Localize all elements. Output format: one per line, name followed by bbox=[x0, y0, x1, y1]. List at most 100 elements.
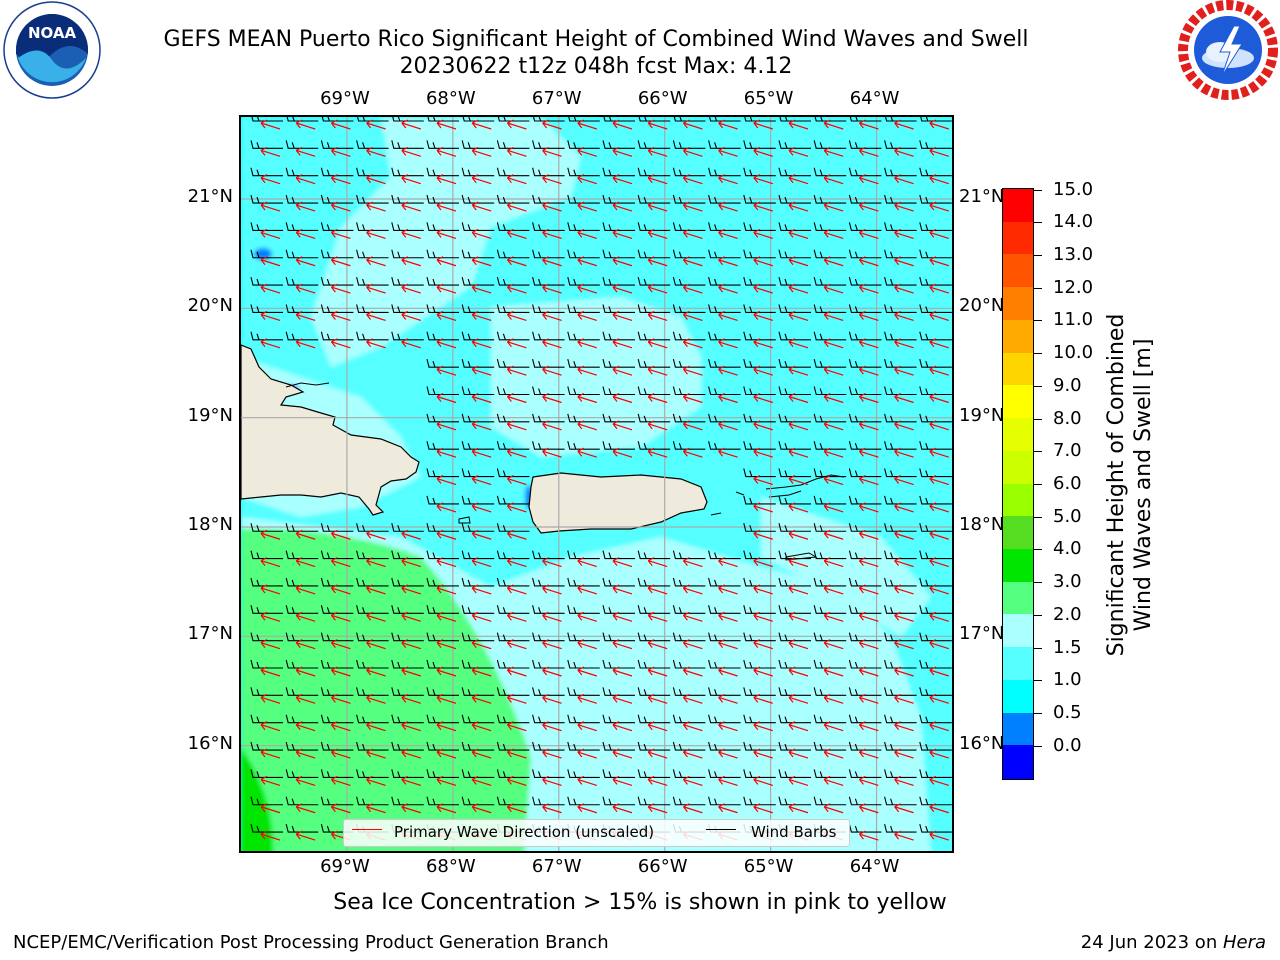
wave-direction-arrow bbox=[295, 310, 316, 322]
wave-direction-arrow bbox=[506, 775, 527, 786]
wind-barb bbox=[285, 140, 319, 149]
wave-direction-arrow bbox=[295, 174, 316, 185]
wind-barb bbox=[778, 167, 811, 177]
wind-barb bbox=[461, 276, 495, 286]
wave-direction-arrow bbox=[647, 256, 668, 267]
wind-barb bbox=[813, 577, 847, 587]
wave-direction-arrow bbox=[858, 201, 879, 212]
wave-direction-arrow bbox=[471, 775, 492, 786]
wave-direction-arrow bbox=[788, 502, 809, 513]
colorbar-tick-mark bbox=[1034, 222, 1042, 224]
colorbar-segment bbox=[1003, 483, 1033, 517]
wind-barb bbox=[848, 222, 882, 231]
wind-barb bbox=[708, 222, 741, 231]
wave-direction-arrow bbox=[506, 557, 527, 568]
wave-direction-arrow bbox=[295, 775, 316, 786]
wind-barb bbox=[637, 441, 671, 450]
wave-direction-arrow bbox=[436, 201, 457, 212]
lat-tick-right: 20°N bbox=[959, 295, 1005, 317]
wave-direction-arrow bbox=[260, 666, 281, 677]
wind-barb bbox=[356, 550, 389, 560]
wind-barb bbox=[778, 687, 811, 696]
wave-direction-arrow bbox=[858, 584, 879, 595]
wind-barb bbox=[320, 741, 354, 751]
wind-barb bbox=[743, 550, 776, 560]
wave-direction-arrow bbox=[788, 611, 809, 622]
wave-direction-arrow bbox=[471, 283, 492, 294]
wind-barb bbox=[637, 577, 671, 587]
wave-direction-arrow bbox=[894, 119, 914, 130]
wave-direction-arrow bbox=[366, 584, 386, 595]
wave-direction-arrow bbox=[894, 475, 914, 486]
wind-barb bbox=[884, 769, 917, 778]
wind-barb bbox=[532, 249, 565, 259]
wave-direction-arrow bbox=[753, 447, 773, 458]
wind-barb bbox=[743, 276, 776, 286]
wave-direction-arrow bbox=[260, 584, 281, 595]
colorbar-tick-mark bbox=[1034, 418, 1042, 420]
wave-direction-arrow bbox=[858, 775, 879, 786]
wave-direction-arrow bbox=[330, 228, 351, 239]
wind-barb bbox=[532, 359, 565, 368]
wind-barb bbox=[356, 304, 389, 313]
wind-barb bbox=[919, 687, 952, 696]
lon-tick-top: 69°W bbox=[320, 88, 370, 109]
colorbar-segment bbox=[1003, 418, 1033, 452]
wind-barb bbox=[567, 194, 600, 204]
wave-direction-arrow bbox=[647, 365, 668, 376]
wave-direction-arrow bbox=[330, 803, 351, 814]
wave-direction-arrow bbox=[894, 310, 914, 322]
wave-direction-arrow bbox=[858, 721, 879, 732]
wind-barb bbox=[919, 331, 952, 341]
wind-barb bbox=[778, 632, 811, 642]
wind-barb bbox=[919, 413, 952, 423]
wind-barb bbox=[848, 276, 882, 286]
wave-direction-arrow bbox=[612, 256, 633, 267]
wind-barb bbox=[392, 117, 424, 122]
wind-barb bbox=[672, 796, 706, 806]
wind-barb bbox=[884, 249, 917, 259]
colorbar-segment bbox=[1003, 679, 1033, 714]
colorbar-segment bbox=[1003, 614, 1033, 648]
wind-barb bbox=[461, 167, 495, 177]
wave-direction-arrow bbox=[506, 447, 527, 458]
colorbar-segment bbox=[1003, 254, 1033, 288]
noaa-logo: NOAA bbox=[0, 0, 104, 104]
wind-barb bbox=[708, 632, 741, 642]
wave-direction-arrow bbox=[577, 201, 597, 212]
wave-direction-arrow bbox=[436, 146, 457, 157]
wind-barb bbox=[461, 714, 495, 724]
wave-direction-arrow bbox=[612, 174, 633, 185]
wind-barb bbox=[744, 117, 776, 122]
wave-direction-arrow bbox=[295, 666, 316, 677]
wind-barb bbox=[778, 523, 811, 532]
wave-direction-arrow bbox=[542, 256, 562, 267]
wind-barb bbox=[496, 769, 530, 778]
virgin-islands bbox=[710, 474, 845, 561]
wave-direction-arrow bbox=[612, 365, 633, 376]
wave-direction-arrow bbox=[401, 146, 421, 157]
wind-barb bbox=[285, 222, 319, 231]
colorbar-tick-label: 14.0 bbox=[1053, 211, 1094, 233]
wind-barb bbox=[320, 523, 354, 532]
wind-barb bbox=[813, 605, 847, 614]
wave-direction-arrow bbox=[506, 693, 527, 704]
wind-barb bbox=[743, 331, 776, 341]
wind-barb bbox=[848, 441, 882, 450]
wind-barb bbox=[919, 194, 952, 204]
wave-direction-arrow bbox=[471, 502, 492, 513]
wave-direction-arrow bbox=[647, 611, 668, 622]
colorbar-tick-label: 11.0 bbox=[1053, 309, 1094, 331]
colorbar-title-line2: Wind Waves and Swell [m] bbox=[1131, 338, 1156, 632]
wave-direction-arrow bbox=[260, 228, 281, 239]
wind-barb bbox=[496, 249, 530, 259]
wind-barb bbox=[461, 140, 495, 149]
wind-barb bbox=[884, 441, 917, 450]
wind-barb bbox=[567, 359, 600, 368]
wave-direction-arrow bbox=[894, 557, 914, 568]
wave-direction-arrow bbox=[788, 447, 809, 458]
wind-barb bbox=[532, 687, 565, 696]
wind-barb bbox=[496, 714, 530, 724]
wind-barb bbox=[356, 577, 389, 587]
wind-barb bbox=[813, 495, 847, 505]
